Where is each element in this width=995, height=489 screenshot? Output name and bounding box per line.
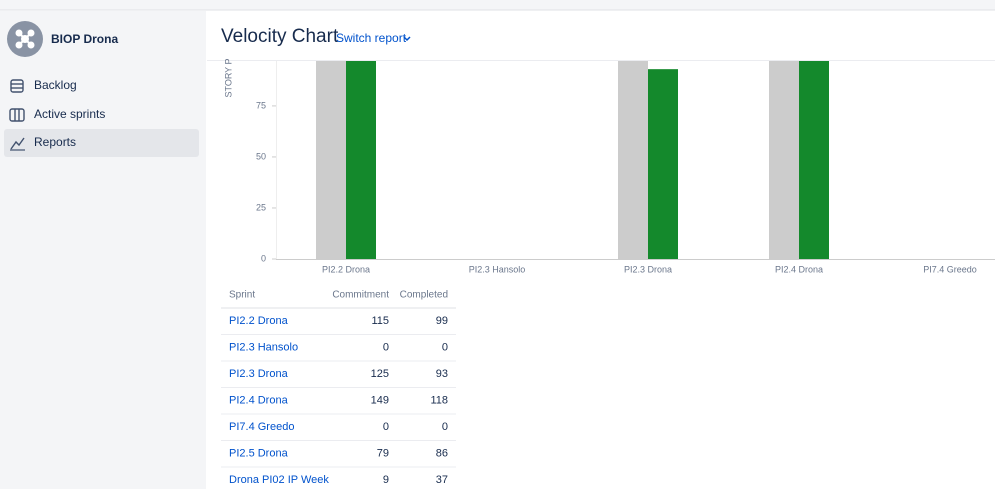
sprint-link[interactable]: PI2.3 Drona — [229, 368, 289, 380]
chevron — [403, 36, 411, 42]
reports-icon — [10, 137, 25, 150]
backlog-icon — [10, 79, 24, 93]
sprint-link[interactable]: PI2.3 Hansolo — [229, 341, 298, 353]
plot — [316, 61, 829, 260]
nav-item[interactable]: Backlog — [34, 78, 77, 92]
table-cell: 79 — [377, 447, 389, 459]
y-tick-label: 0 — [261, 253, 266, 263]
nav-item[interactable]: Active sprints — [34, 107, 105, 121]
bar — [346, 61, 376, 259]
column-header: Commitment — [332, 290, 389, 301]
table-cell: 86 — [436, 447, 448, 459]
sidebar — [0, 11, 206, 489]
table-cell: 93 — [436, 368, 448, 380]
nav-selected — [4, 129, 199, 157]
table-cell: 0 — [442, 421, 448, 433]
table-cell: 0 — [442, 341, 448, 353]
table-cell: 118 — [430, 394, 448, 406]
x-tick-label: PI2.2 Drona — [322, 264, 370, 274]
y-tick-label: 25 — [256, 202, 266, 212]
table-cell: 125 — [371, 368, 389, 380]
y-axis-label: STORY P — [223, 58, 233, 97]
nav-item[interactable]: Reports — [34, 135, 76, 149]
y-tick-label: 75 — [256, 100, 266, 110]
column-header: Sprint — [229, 290, 255, 301]
bar — [648, 69, 678, 259]
page-title: Velocity Chart — [221, 26, 339, 47]
bar — [769, 61, 799, 259]
table-cell: 115 — [371, 315, 389, 327]
switch-report[interactable]: Switch report — [336, 31, 407, 45]
avatar-icon — [15, 29, 35, 49]
x-tick-label: PI2.4 Drona — [775, 264, 823, 274]
bar — [799, 61, 829, 260]
sprint-link[interactable]: PI2.2 Drona — [229, 315, 289, 327]
table-cell: 149 — [371, 394, 389, 406]
sprint-link[interactable]: Drona PI02 IP Week — [229, 474, 329, 486]
table-cell: 0 — [383, 421, 389, 433]
top-bar — [0, 0, 995, 10]
x-tick-label: PI2.3 Drona — [624, 264, 672, 274]
sprints-icon — [9, 108, 25, 122]
table-cell: 9 — [383, 474, 389, 486]
sprint-link[interactable]: PI2.5 Drona — [229, 447, 289, 459]
sprint-link[interactable]: PI7.4 Greedo — [229, 421, 294, 433]
project-name: BIOP Drona — [51, 32, 118, 46]
y-tick-label: 50 — [256, 151, 266, 161]
x-tick-label: PI2.3 Hansolo — [469, 264, 526, 274]
table-cell: 99 — [436, 315, 448, 327]
table-cell: 37 — [436, 474, 448, 486]
bar — [316, 61, 346, 259]
column-header: Completed — [400, 290, 448, 301]
bar — [618, 61, 648, 259]
x-tick-label: PI7.4 Greedo — [923, 264, 977, 274]
table-cell: 0 — [383, 341, 389, 353]
sprint-link[interactable]: PI2.4 Drona — [229, 394, 289, 406]
